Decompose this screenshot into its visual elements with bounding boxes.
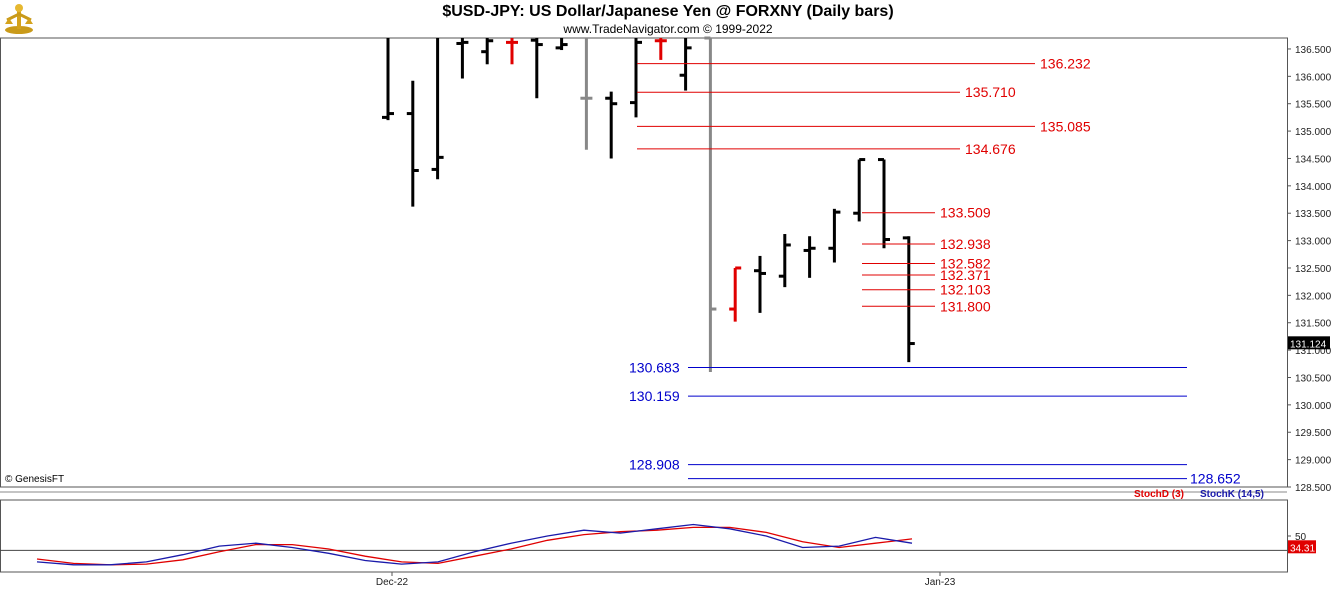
ohlc-bar <box>778 234 791 288</box>
ohlc-bar <box>754 255 766 313</box>
ohlc-bar <box>803 236 816 278</box>
resistance-level-label: 135.085 <box>1040 118 1091 134</box>
ohlc-bar <box>853 158 866 222</box>
chart-header: $USD-JPY: US Dollar/Japanese Yen @ FORXN… <box>0 0 1336 38</box>
price-axis-tick-label: 131.500 <box>1295 319 1332 330</box>
stoch-k-legend: StochK (14,5) <box>1200 489 1264 500</box>
support-level-label: 128.652 <box>1190 471 1241 487</box>
price-axis-tick-label: 129.000 <box>1295 456 1332 467</box>
ohlc-bar <box>605 91 618 159</box>
resistance-level-label: 136.232 <box>1040 56 1091 72</box>
price-panel-frame <box>0 37 1288 488</box>
ohlc-bar <box>456 38 469 79</box>
price-axis-tick-label: 136.000 <box>1295 72 1332 83</box>
stoch-d-line <box>36 526 913 566</box>
ohlc-bar <box>679 38 692 91</box>
stochastic-panel-frame <box>0 499 1288 573</box>
ohlc-bar <box>506 38 518 65</box>
price-axis-tick-label: 132.500 <box>1295 264 1332 275</box>
ohlc-bar <box>630 38 642 118</box>
price-axis-tick-label: 133.000 <box>1295 237 1332 248</box>
price-axis-tick-label: 134.500 <box>1295 154 1332 165</box>
data-credit: © GenesisFT <box>5 474 65 485</box>
last-price-value: 131.124 <box>1290 339 1327 350</box>
price-axis-tick-label: 128.500 <box>1295 483 1332 494</box>
ohlc-bar <box>878 158 890 249</box>
price-axis-tick-label: 132.000 <box>1295 291 1332 302</box>
ohlc-bar <box>580 38 593 150</box>
ohlc-bar <box>406 80 419 207</box>
price-axis-tick-label: 136.500 <box>1295 45 1332 56</box>
support-level-label: 128.908 <box>629 457 680 473</box>
price-axis-tick-label: 130.000 <box>1295 401 1332 412</box>
ohlc-bar <box>431 38 444 180</box>
stoch-axis-tick-label: 50 <box>1295 532 1307 543</box>
price-axis-tick-label: 129.500 <box>1295 428 1332 439</box>
last-price-tag <box>1288 336 1330 350</box>
ohlc-bar <box>902 236 915 363</box>
stoch-last-value-tag <box>1288 540 1316 554</box>
resistance-level-label: 132.103 <box>940 282 991 298</box>
resistance-level-label: 132.938 <box>940 236 991 252</box>
price-axis-tick-label: 133.500 <box>1295 209 1332 220</box>
ohlc-bar <box>555 38 568 51</box>
ohlc-bar <box>382 38 394 121</box>
stoch-k-line <box>36 523 913 566</box>
ohlc-bar <box>654 38 667 60</box>
resistance-level-label: 132.582 <box>940 255 991 271</box>
date-axis-tick-label: Dec-22 <box>376 577 409 588</box>
ohlc-bar <box>530 38 543 99</box>
ohlc-bar <box>828 208 841 263</box>
price-axis-tick-label: 134.000 <box>1295 182 1332 193</box>
stoch-d-legend: StochD (3) <box>1134 489 1184 500</box>
chart-title: $USD-JPY: US Dollar/Japanese Yen @ FORXN… <box>442 3 894 20</box>
price-axis-tick-label: 130.500 <box>1295 373 1332 384</box>
price-axis-tick-label: 131.000 <box>1295 346 1332 357</box>
ohlc-bar <box>704 36 717 373</box>
price-axis-tick-label: 135.000 <box>1295 127 1332 138</box>
price-axis-tick-label: 135.500 <box>1295 100 1332 111</box>
ohlc-bar <box>481 38 494 65</box>
ohlc-bar <box>729 266 742 322</box>
resistance-level-label: 134.676 <box>965 141 1016 157</box>
resistance-level-label: 132.371 <box>940 267 991 283</box>
resistance-level-label: 135.710 <box>965 84 1016 100</box>
chart-subtitle: www.TradeNavigator.com © 1999-2022 <box>563 22 773 36</box>
resistance-level-label: 133.509 <box>940 205 991 221</box>
trade-navigator-logo-icon <box>5 4 33 34</box>
support-level-label: 130.159 <box>629 388 680 404</box>
support-level-label: 130.683 <box>629 359 680 375</box>
resistance-level-label: 131.800 <box>940 298 991 314</box>
stoch-last-value: 34.31 <box>1290 543 1315 554</box>
date-axis-tick-label: Jan-23 <box>925 577 956 588</box>
